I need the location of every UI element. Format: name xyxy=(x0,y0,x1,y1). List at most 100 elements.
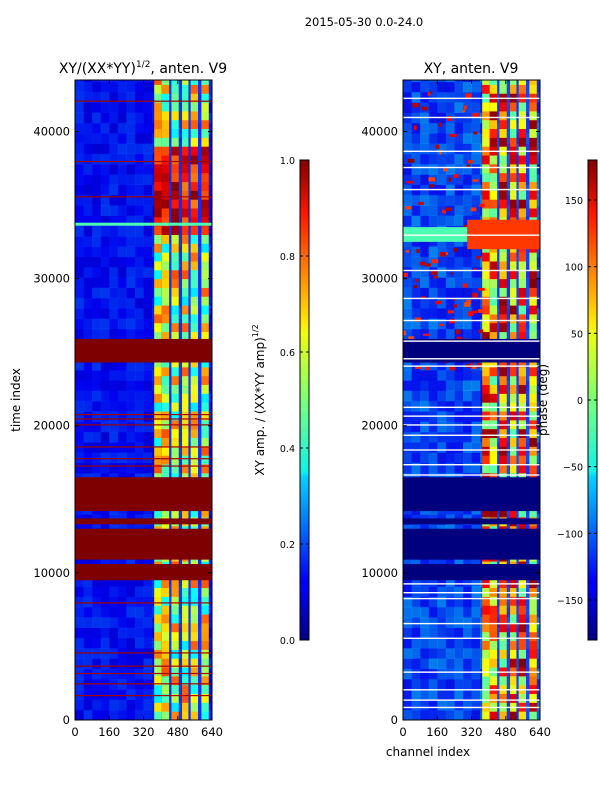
heatmap-cell xyxy=(109,689,119,701)
heatmap-cell xyxy=(171,446,179,456)
heatmap-cell xyxy=(134,308,145,319)
heatmap-cell xyxy=(454,80,464,83)
heatmap-cell xyxy=(154,711,162,720)
heatmap-cell xyxy=(437,359,447,371)
heatmap-cell xyxy=(190,313,199,324)
heatmap-cell xyxy=(75,235,85,247)
heatmap-cell xyxy=(161,146,170,156)
heatmap-cell xyxy=(499,640,507,650)
heatmap-cell xyxy=(510,631,517,642)
heatmap-cell xyxy=(182,446,189,456)
heatmap-cell xyxy=(100,575,110,587)
heatmap-speckle xyxy=(453,247,458,252)
heatmap-cell xyxy=(83,81,93,93)
heatmap-cell xyxy=(190,243,199,253)
heatmap-cell xyxy=(161,622,170,633)
heatmap-cell xyxy=(134,709,145,720)
heatmap-cell xyxy=(445,380,455,392)
heatmap-cell xyxy=(75,122,85,134)
heatmap-cell xyxy=(403,328,413,340)
heatmap-cell xyxy=(126,421,136,433)
heatmap-cell xyxy=(411,132,421,144)
heatmap-cell xyxy=(437,390,447,402)
heatmap-cell xyxy=(117,205,127,216)
heatmap-cell xyxy=(143,390,153,402)
heatmap-cell xyxy=(92,112,102,124)
heatmap-cell xyxy=(143,163,153,175)
heatmap-cell xyxy=(403,153,413,165)
heatmap-cell xyxy=(499,252,507,262)
heatmap-cell xyxy=(134,555,145,567)
heatmap-cell xyxy=(454,359,464,371)
heatmap-cell xyxy=(190,640,199,650)
heatmap-cell xyxy=(529,393,537,403)
white-time-row xyxy=(403,474,540,476)
heatmap-cell xyxy=(190,181,199,191)
heatmap-cell xyxy=(190,80,199,85)
heatmap-cell xyxy=(420,421,430,433)
heatmap-cell xyxy=(171,622,179,633)
heatmap-cell xyxy=(445,122,455,134)
heatmap-cell xyxy=(182,358,189,368)
heatmap-cell xyxy=(100,689,110,701)
heatmap-cell xyxy=(190,172,199,183)
heatmap-cell xyxy=(126,411,136,422)
heatmap-cell xyxy=(428,318,438,330)
heatmap-cell xyxy=(201,110,209,121)
heatmap-cell xyxy=(437,637,447,649)
heatmap-cell xyxy=(437,328,447,340)
heatmap-cell xyxy=(161,675,170,686)
heatmap-cell xyxy=(411,80,421,83)
heatmap-cell xyxy=(171,605,179,615)
heatmap-speckle xyxy=(462,283,467,288)
heatmap-cell xyxy=(518,693,527,703)
heatmap-cell xyxy=(161,243,170,253)
heatmap-cell xyxy=(190,278,199,288)
heatmap-cell xyxy=(471,256,481,268)
heatmap-cell xyxy=(201,331,209,341)
heatmap-cell xyxy=(529,658,537,668)
heatmap-cell xyxy=(182,216,189,227)
heatmap-cell xyxy=(154,225,162,235)
heatmap-speckle xyxy=(449,319,455,324)
heatmap-cell xyxy=(117,174,127,186)
heatmap-cell xyxy=(171,437,179,447)
heatmap-cell xyxy=(143,586,153,598)
heatmap-cell xyxy=(154,216,162,227)
heatmap-cell xyxy=(445,163,455,175)
heatmap-cell xyxy=(482,278,490,288)
heatmap-cell xyxy=(489,640,498,650)
heatmap-cell xyxy=(154,508,162,518)
white-time-row xyxy=(403,464,540,466)
heatmap-cell xyxy=(420,431,430,443)
heatmap-cell xyxy=(201,702,209,712)
heatmap-cell xyxy=(182,128,189,138)
heatmap-cell xyxy=(411,555,421,567)
heatmap-cell xyxy=(109,617,119,628)
flagged-time-row xyxy=(75,100,212,102)
heatmap-cell xyxy=(92,617,102,628)
heatmap-cell xyxy=(445,297,455,309)
heatmap-cell xyxy=(510,596,517,606)
heatmap-cell xyxy=(109,174,119,186)
flagged-time-row xyxy=(75,602,212,604)
heatmap-cell xyxy=(100,81,110,93)
heatmap-cell xyxy=(161,269,170,280)
heatmap-cell xyxy=(126,637,136,649)
heatmap-cell xyxy=(134,153,145,165)
heatmap-cell xyxy=(75,163,85,175)
heatmap-cell xyxy=(126,689,136,701)
heatmap-cell xyxy=(411,699,421,711)
heatmap-cell xyxy=(126,184,136,196)
heatmap-cell xyxy=(454,462,464,474)
heatmap-speckle xyxy=(449,133,457,138)
heatmap-cell xyxy=(411,205,421,216)
heatmap-cell xyxy=(190,428,199,439)
heatmap-cell xyxy=(134,421,145,433)
heatmap-cell xyxy=(420,277,430,289)
flagged-time-row xyxy=(75,458,212,460)
heatmap-cell xyxy=(489,464,498,474)
heatmap-cell xyxy=(117,277,127,289)
heatmap-cell xyxy=(182,155,189,165)
heatmap-cell xyxy=(454,689,464,701)
